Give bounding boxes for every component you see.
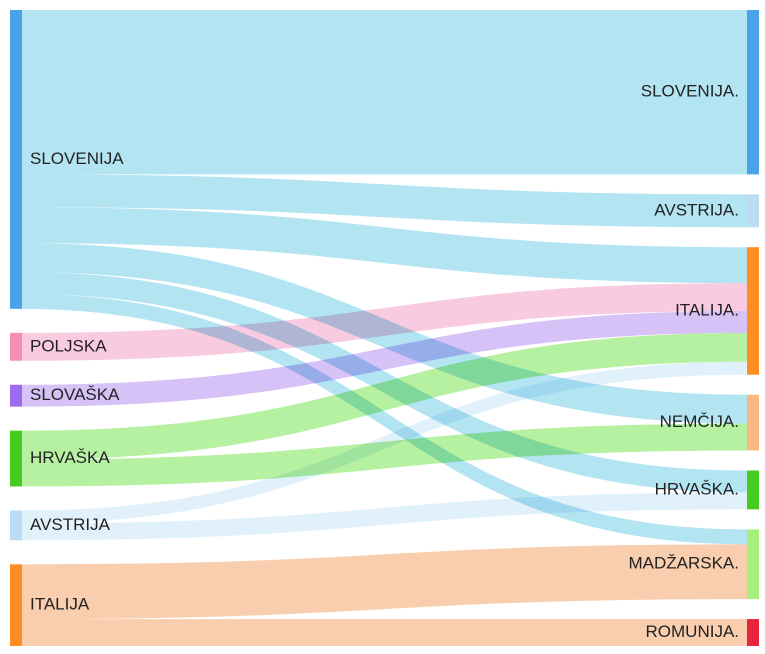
link-slovenija-to-slovenija xyxy=(22,10,747,175)
source-label-hrvaska: HRVAŠKA xyxy=(30,448,110,467)
link-slovenija-to-madzarska xyxy=(22,293,747,545)
link-italija-to-romunija xyxy=(22,619,747,646)
link-hrvaska-to-nemcija xyxy=(22,423,747,487)
source-node-slovaska xyxy=(10,384,22,407)
source-label-italija: ITALIJA xyxy=(30,595,90,614)
target-label-hrvaska: HRVAŠKA. xyxy=(655,479,739,498)
source-label-slovaska: SLOVAŠKA xyxy=(30,385,120,404)
link-slovenija-to-italija xyxy=(22,207,747,284)
target-label-romunija: ROMUNIJA. xyxy=(646,622,740,641)
target-node-romunija xyxy=(747,619,759,646)
link-avstrija-to-hrvaska xyxy=(22,492,747,541)
target-label-madzarska: MADŽARSKA. xyxy=(628,554,739,573)
target-node-nemcija xyxy=(747,394,759,451)
link-slovenija-to-avstrija xyxy=(22,174,747,228)
link-avstrija-to-italija xyxy=(22,361,747,524)
source-node-poljska xyxy=(10,332,22,361)
target-node-slovenija xyxy=(747,10,759,175)
labels-layer: SLOVENIJA POLJSKA SLOVAŠKA HRVAŠKA AVSTRIJA I… xyxy=(30,82,739,641)
link-slovaska-to-italija xyxy=(22,310,747,407)
source-node-avstrija xyxy=(10,510,22,541)
link-poljska-to-italija xyxy=(22,283,747,361)
target-node-avstrija xyxy=(747,194,759,228)
target-node-madzarska xyxy=(747,529,759,600)
target-label-nemcija: NEMČIJA. xyxy=(660,412,739,431)
nodes-layer xyxy=(10,10,759,646)
link-italija-to-madzarska xyxy=(22,544,747,620)
source-node-slovenija xyxy=(10,10,22,309)
source-label-poljska: POLJSKA xyxy=(30,336,107,355)
target-label-italija: ITALIJA. xyxy=(675,300,739,319)
source-node-italija xyxy=(10,564,22,646)
target-label-avstrija: AVSTRIJA. xyxy=(654,200,739,219)
source-label-slovenija: SLOVENIJA xyxy=(30,149,124,168)
target-node-hrvaska xyxy=(747,470,759,510)
links-layer xyxy=(22,10,747,646)
source-label-avstrija: AVSTRIJA xyxy=(30,515,111,534)
source-node-hrvaska xyxy=(10,430,22,487)
target-node-italija xyxy=(747,247,759,375)
link-hrvaska-to-italija xyxy=(22,332,747,460)
target-label-slovenija: SLOVENIJA. xyxy=(641,82,739,101)
